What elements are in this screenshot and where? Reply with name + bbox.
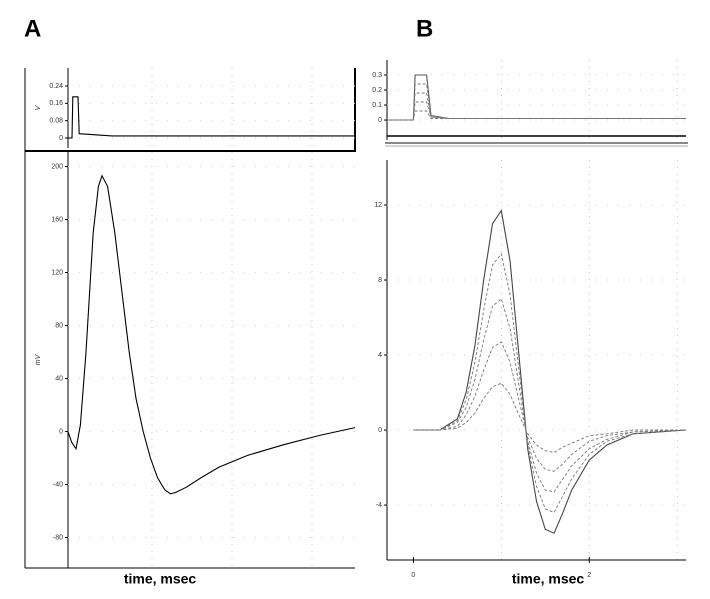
y-tick-label: 0 bbox=[59, 428, 63, 435]
trace bbox=[413, 209, 687, 534]
y-tick-label: 8 bbox=[378, 277, 382, 284]
trace bbox=[387, 110, 686, 121]
y-axis-label: mV bbox=[35, 353, 42, 365]
y-axis-label: V bbox=[35, 104, 42, 110]
y-tick-label: 0.3 bbox=[372, 72, 382, 79]
y-tick-label: 200 bbox=[51, 163, 63, 170]
x-tick-label: 2 bbox=[587, 572, 591, 579]
y-tick-label: 0 bbox=[59, 135, 63, 142]
x-axis-label: time, msec bbox=[124, 571, 197, 587]
y-tick-label: 0.16 bbox=[49, 100, 63, 107]
y-tick-label: -4 bbox=[376, 502, 382, 509]
y-tick-label: 120 bbox=[51, 269, 63, 276]
y-tick-label: 40 bbox=[55, 375, 63, 382]
trace bbox=[413, 298, 687, 493]
trace bbox=[413, 252, 687, 514]
y-tick-label: 0.1 bbox=[372, 102, 382, 109]
trace bbox=[67, 174, 356, 495]
y-tick-label: 80 bbox=[55, 322, 63, 329]
y-tick-label: 160 bbox=[51, 216, 63, 223]
y-tick-label: 0.2 bbox=[372, 87, 382, 94]
y-tick-label: -80 bbox=[53, 534, 63, 541]
trace bbox=[413, 341, 687, 472]
y-tick-label: 0.24 bbox=[49, 83, 63, 90]
trace bbox=[68, 96, 355, 139]
panel-label: B bbox=[416, 15, 433, 42]
x-tick-label: 0 bbox=[411, 572, 415, 579]
y-tick-label: 12 bbox=[374, 202, 382, 209]
x-axis-label: time, msec bbox=[512, 571, 585, 587]
y-tick-label: 0 bbox=[378, 117, 382, 124]
panel-label: A bbox=[24, 15, 41, 42]
trace bbox=[413, 382, 686, 453]
y-tick-label: 4 bbox=[378, 352, 382, 359]
y-tick-label: 0.08 bbox=[49, 118, 63, 125]
y-tick-label: 0 bbox=[378, 427, 382, 434]
y-tick-label: -40 bbox=[53, 481, 63, 488]
